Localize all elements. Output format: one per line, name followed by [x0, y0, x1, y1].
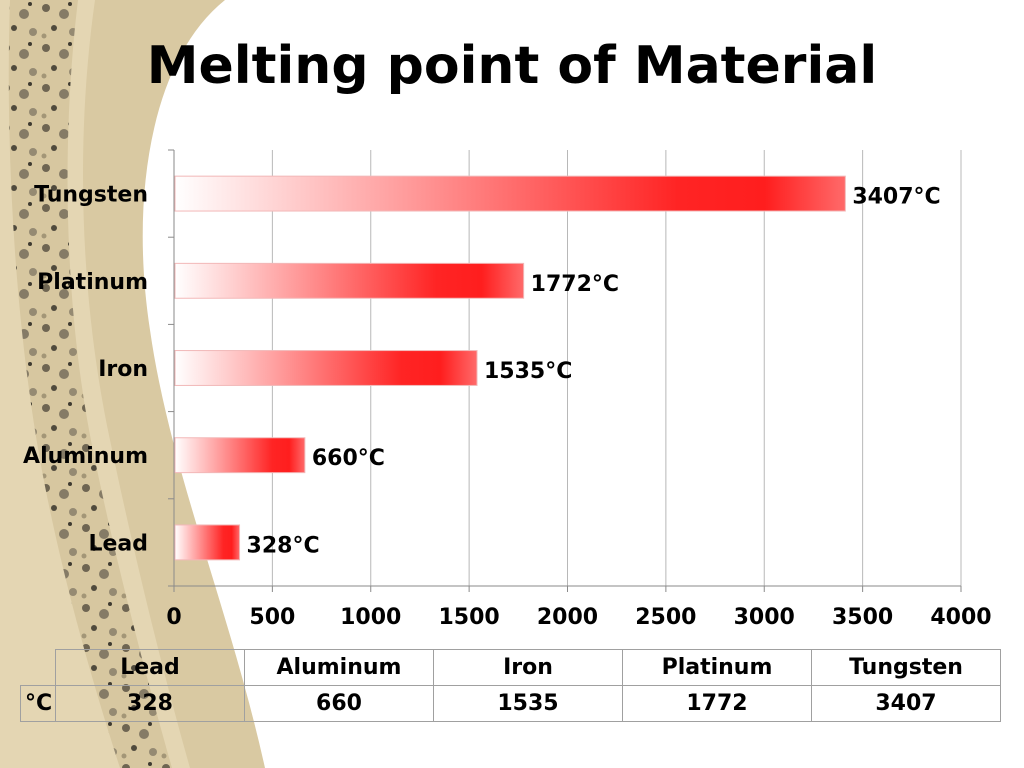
table-cell: 1772: [622, 685, 812, 722]
table-cell: 3407: [811, 685, 1001, 722]
table-col-header: Iron: [433, 649, 623, 686]
table-col-header: Lead: [55, 649, 245, 686]
data-label: 1772°C: [531, 272, 619, 297]
bar: [174, 175, 846, 212]
x-tick-label: 1500: [439, 605, 500, 630]
data-label: 3407°C: [852, 185, 940, 210]
table-col-header: Tungsten: [811, 649, 1001, 686]
x-tick-label: 1000: [340, 605, 401, 630]
table-row: °C 328 660 1535 1772 3407: [20, 685, 1001, 722]
table-col-header: Platinum: [622, 649, 812, 686]
table-cell: 1535: [433, 685, 623, 722]
x-tick-label: 3500: [832, 605, 893, 630]
x-tick-label: 2500: [635, 605, 696, 630]
x-tick-label: 3000: [734, 605, 795, 630]
table-row-header: °C: [20, 685, 56, 722]
category-label: Aluminum: [23, 444, 148, 469]
bar: [174, 350, 478, 386]
x-tick-label: 2000: [537, 605, 598, 630]
chart-title: Melting point of Material: [146, 36, 878, 96]
bar: [174, 524, 241, 561]
category-label: Platinum: [37, 270, 148, 295]
data-label: 328°C: [247, 533, 320, 558]
table-header-row: Lead Aluminum Iron Platinum Tungsten: [21, 649, 1001, 686]
data-label: 1535°C: [484, 359, 572, 384]
x-tick-label: 0: [166, 605, 181, 630]
table-cell: 328: [55, 685, 245, 722]
bar: [174, 262, 525, 299]
data-table: Lead Aluminum Iron Platinum Tungsten °C …: [20, 649, 1001, 722]
table-corner-cell: [21, 650, 56, 686]
data-label: 660°C: [312, 446, 385, 471]
x-tick-label: 4000: [930, 605, 991, 630]
x-tick-label: 500: [249, 605, 295, 630]
category-label: Tungsten: [34, 183, 148, 208]
category-label: Lead: [88, 531, 148, 556]
table-cell: 660: [244, 685, 434, 722]
bar: [174, 437, 306, 474]
category-label: Iron: [98, 357, 148, 382]
table-col-header: Aluminum: [244, 649, 434, 686]
